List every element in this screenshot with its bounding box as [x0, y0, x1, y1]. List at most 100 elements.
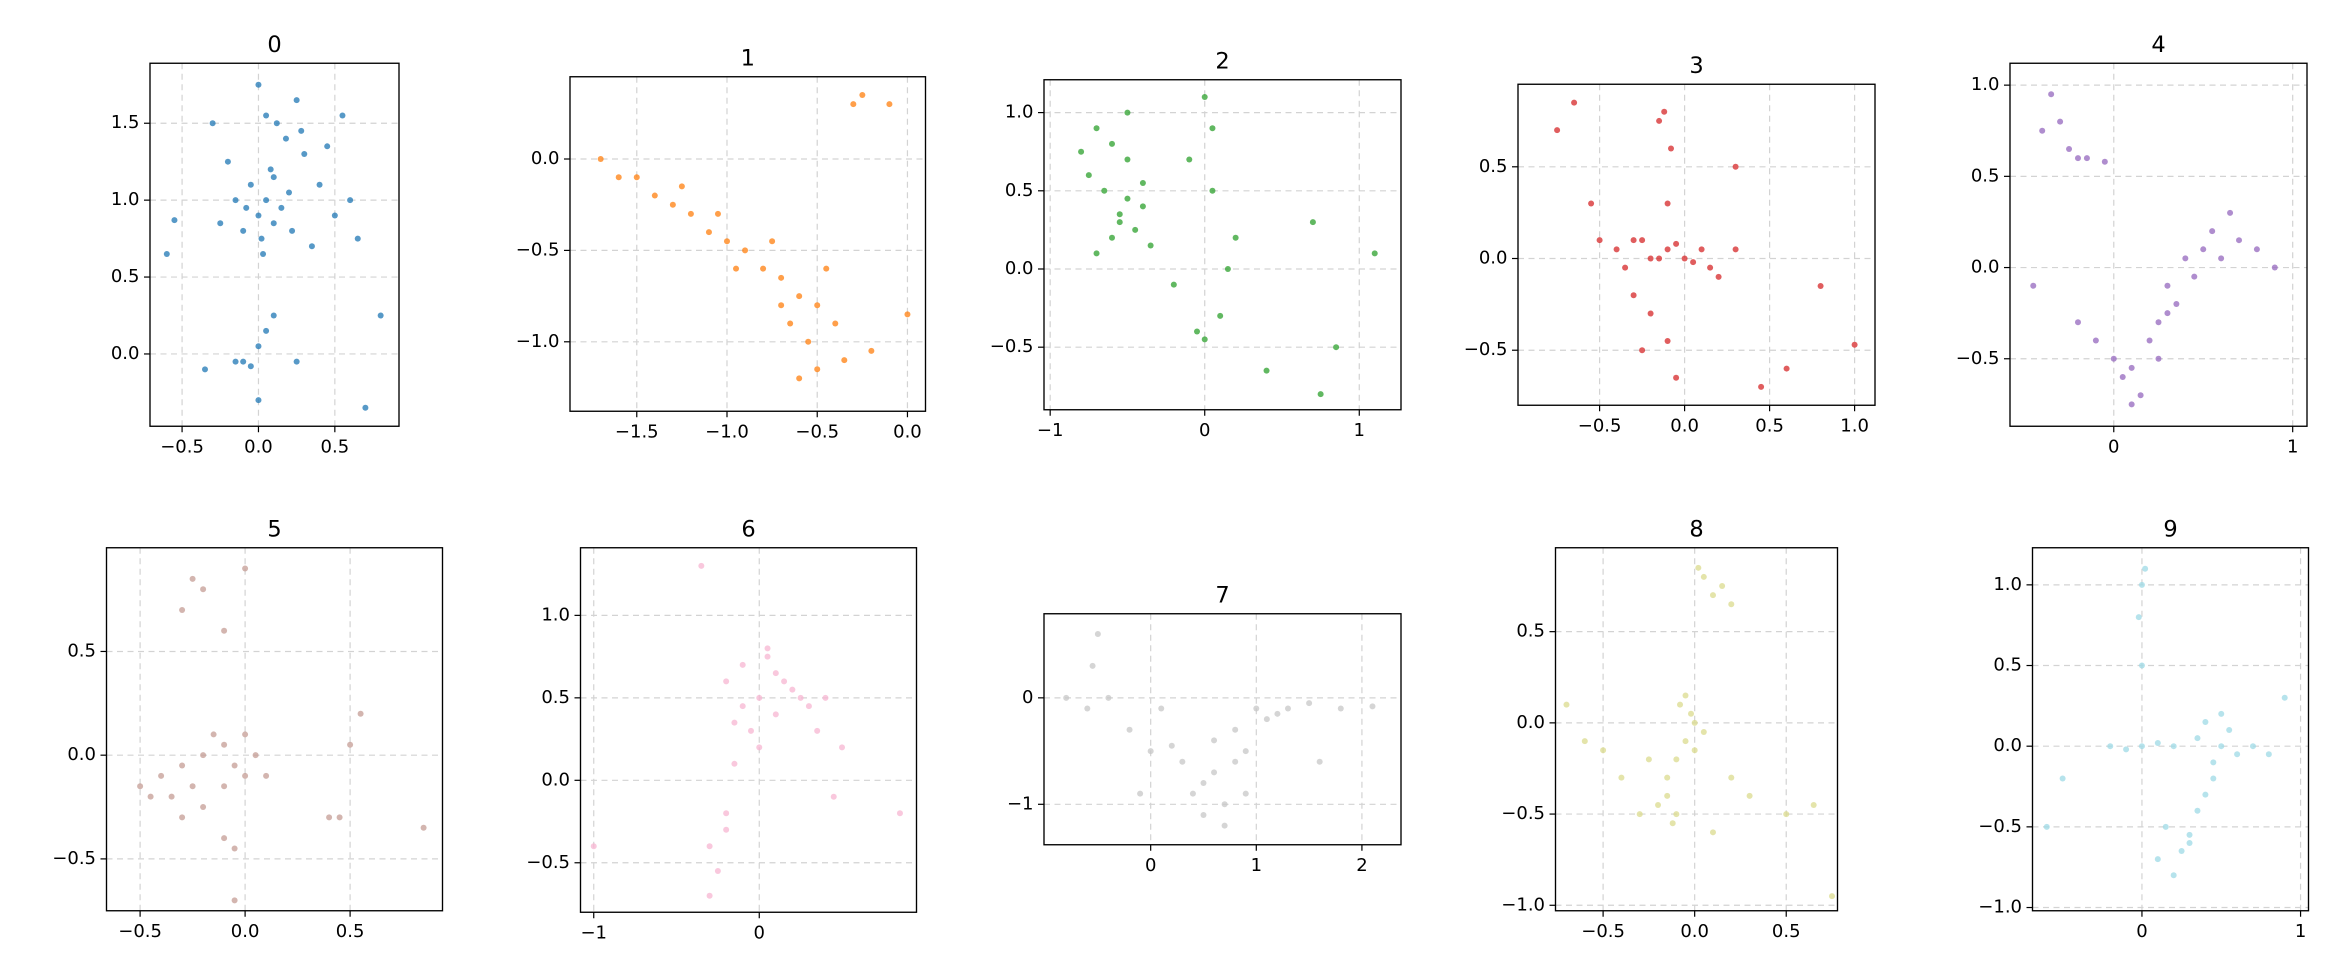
- y-tick-label: 0.0: [1971, 257, 2000, 278]
- point: [1179, 758, 1186, 765]
- point: [1639, 347, 1646, 354]
- point: [221, 627, 228, 634]
- point: [1810, 801, 1817, 808]
- x-tick-label: 0.0: [1680, 921, 1709, 942]
- point: [739, 703, 746, 710]
- point: [859, 92, 866, 99]
- y-tick-label: −0.5: [516, 239, 560, 260]
- point: [1211, 737, 1218, 744]
- point: [200, 752, 207, 759]
- point: [1695, 564, 1702, 571]
- point: [2092, 337, 2099, 344]
- point: [263, 197, 270, 204]
- y-tick-label: 0.5: [1971, 165, 2000, 186]
- point: [1137, 790, 1144, 797]
- point: [2074, 155, 2081, 162]
- point: [772, 711, 779, 718]
- x-tick-label: 0.5: [321, 436, 350, 457]
- point: [2043, 823, 2050, 830]
- point: [2074, 319, 2081, 326]
- point: [2202, 791, 2209, 798]
- point: [1715, 273, 1722, 280]
- point: [308, 243, 315, 250]
- y-tick-label: −0.5: [990, 336, 1034, 357]
- point: [789, 686, 796, 693]
- plot-frame: [2009, 62, 2308, 427]
- point: [2107, 743, 2114, 750]
- y-tick-label: −0.5: [52, 848, 96, 869]
- point: [1147, 748, 1154, 755]
- point: [1306, 700, 1313, 707]
- point: [1677, 701, 1684, 708]
- point: [706, 892, 713, 899]
- point: [797, 694, 804, 701]
- point: [179, 606, 186, 613]
- y-tick-label: 1.5: [111, 112, 140, 133]
- point: [1132, 226, 1139, 233]
- point: [2030, 282, 2037, 289]
- point: [2162, 823, 2169, 830]
- subplot-title: 3: [1689, 53, 1703, 79]
- y-tick-label: −0.5: [526, 852, 570, 873]
- point: [1673, 811, 1680, 818]
- point: [2138, 581, 2145, 588]
- point: [814, 727, 821, 734]
- point: [1732, 246, 1739, 253]
- point: [731, 719, 738, 726]
- point: [2210, 759, 2217, 766]
- point: [200, 804, 207, 811]
- x-tick-label: 0.0: [893, 421, 922, 442]
- point: [1371, 250, 1378, 257]
- point: [2146, 337, 2153, 344]
- plot-frame: [149, 62, 400, 427]
- point: [210, 731, 217, 738]
- point: [243, 204, 250, 211]
- point: [1139, 179, 1146, 186]
- point: [1124, 156, 1131, 163]
- point: [209, 120, 216, 127]
- x-tick-label: 1: [1354, 420, 1365, 441]
- point: [1221, 822, 1228, 829]
- point: [1719, 583, 1726, 590]
- point: [1783, 365, 1790, 372]
- point: [2059, 775, 2066, 782]
- point: [2234, 751, 2241, 758]
- point: [1337, 705, 1344, 712]
- y-tick-label: 0.0: [1516, 712, 1545, 733]
- point: [796, 375, 803, 382]
- point: [221, 835, 228, 842]
- point: [258, 235, 265, 242]
- point: [1242, 748, 1249, 755]
- point: [1369, 703, 1376, 710]
- point: [2265, 751, 2272, 758]
- point: [232, 197, 239, 204]
- point: [1221, 801, 1228, 808]
- point: [1707, 264, 1714, 271]
- point: [2218, 255, 2225, 262]
- y-tick-label: 0.0: [1993, 735, 2022, 756]
- point: [1673, 756, 1680, 763]
- point: [1170, 281, 1177, 288]
- point: [1317, 391, 1324, 398]
- point: [1554, 127, 1561, 134]
- x-tick-label: 0.0: [244, 436, 273, 457]
- point: [1669, 820, 1676, 827]
- x-tick-label: 1.0: [1840, 415, 1869, 436]
- point: [1084, 705, 1091, 712]
- point: [2191, 273, 2198, 280]
- point: [1101, 187, 1108, 194]
- point: [1563, 701, 1570, 708]
- x-tick-label: 0.5: [1755, 415, 1784, 436]
- point: [2253, 246, 2260, 253]
- point: [2083, 155, 2090, 162]
- point: [2182, 255, 2189, 262]
- point: [420, 824, 427, 831]
- point: [362, 404, 369, 411]
- point: [255, 343, 262, 350]
- point: [1201, 93, 1208, 100]
- x-tick-label: 0.5: [336, 921, 365, 942]
- point: [221, 741, 228, 748]
- point: [1698, 246, 1705, 253]
- y-tick-label: −1.0: [1501, 894, 1545, 915]
